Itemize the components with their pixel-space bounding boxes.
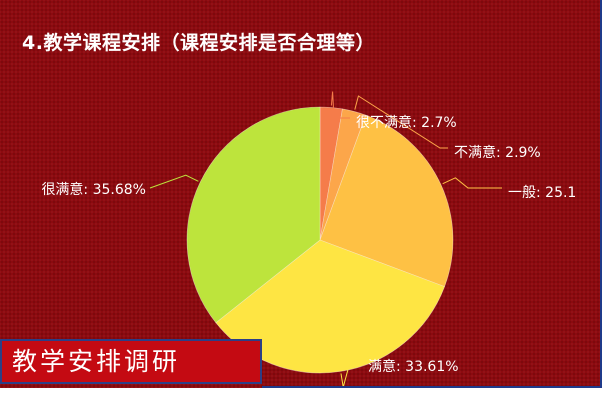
footer-badge: 教学安排调研 <box>0 339 262 384</box>
label-satisfied: 满意: 33.61% <box>368 358 459 375</box>
slide: 4.教学课程安排（课程安排是否合理等） 很不满意: 2.7% 不满意: 2.9%… <box>0 0 600 388</box>
label-very-dissatisfied: 很不满意: 2.7% <box>356 114 457 131</box>
leader-line-very-satisfied <box>149 174 199 189</box>
leader-line-neutral <box>442 177 502 189</box>
leader-line-very-dissatisfied <box>330 91 350 119</box>
frame-border-right <box>600 0 602 388</box>
pie-slice-neutral <box>319 114 454 288</box>
slice-labels: 很不满意: 2.7% 不满意: 2.9% 一般: 25.1 满意: 33.61%… <box>41 114 576 375</box>
label-very-satisfied: 很满意: 35.68% <box>41 181 146 198</box>
frame-border-bottom <box>262 386 602 388</box>
label-neutral: 一般: 25.1 <box>508 185 576 201</box>
pie-chart: 很不满意: 2.7% 不满意: 2.9% 一般: 25.1 满意: 33.61%… <box>41 91 576 388</box>
leader-line-satisfied <box>340 361 362 388</box>
label-dissatisfied: 不满意: 2.9% <box>454 144 541 161</box>
leader-line-dissatisfied <box>354 95 448 149</box>
pie-slices <box>186 106 454 374</box>
slide-title: 4.教学课程安排（课程安排是否合理等） <box>22 32 375 54</box>
leader-lines <box>149 91 502 388</box>
pie-slice-very-satisfied <box>186 106 321 324</box>
